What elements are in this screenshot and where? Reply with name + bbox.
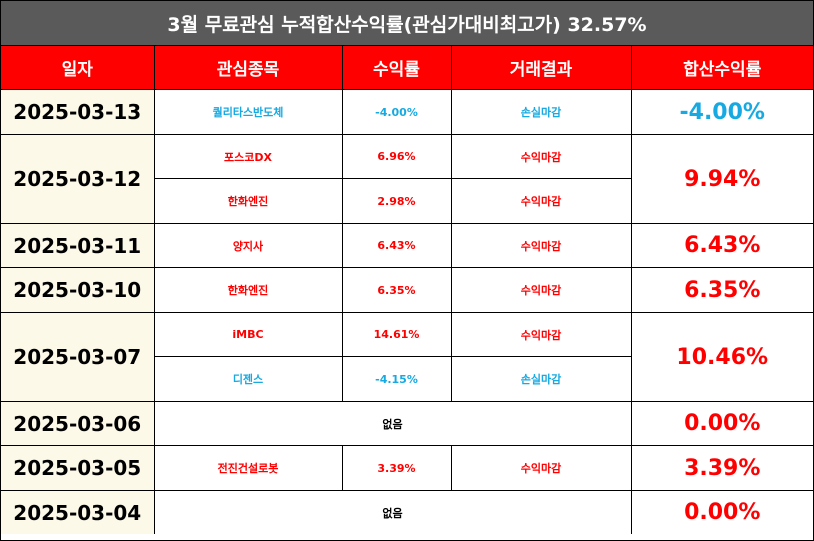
- total-cell: 6.35%: [630, 267, 813, 313]
- table-row: 2025-03-06 없음 0.00%: [1, 401, 813, 446]
- total-cell: 6.43%: [630, 223, 813, 268]
- stock-name-cell: 포스코DX: [153, 134, 343, 179]
- rate-cell: 6.35%: [341, 267, 452, 313]
- table-row: 2025-03-11 양지사 6.43% 수익마감 6.43%: [1, 223, 813, 268]
- stock-name-cell: 양지사: [153, 223, 343, 268]
- header-total: 합산수익률: [630, 46, 813, 90]
- header-row: 일자 관심종목 수익률 거래결과 합산수익률: [1, 46, 813, 90]
- rate-cell: 6.43%: [341, 223, 452, 268]
- date-cell: 2025-03-13: [1, 89, 155, 135]
- total-cell: 3.39%: [630, 445, 813, 491]
- result-cell: 수익마감: [450, 312, 632, 357]
- date-cell: 2025-03-10: [1, 267, 155, 313]
- rate-cell: 2.98%: [341, 178, 452, 224]
- table-row: 2025-03-05 전진건설로봇 3.39% 수익마감 3.39%: [1, 445, 813, 491]
- rate-cell: 3.39%: [341, 445, 452, 491]
- table-row: 2025-03-04 없음 0.00%: [1, 490, 813, 534]
- stock-name-cell: 디젠스: [153, 356, 343, 402]
- date-cell: 2025-03-11: [1, 223, 155, 268]
- table-row: 디젠스 -4.15% 손실마감: [1, 356, 813, 402]
- header-date: 일자: [1, 46, 155, 90]
- result-cell: 손실마감: [450, 356, 632, 402]
- header-rate: 수익률: [341, 46, 452, 90]
- table-row: 2025-03-13 퀄리타스반도체 -4.00% 손실마감 -4.00%: [1, 89, 813, 135]
- total-cell: 0.00%: [630, 401, 813, 446]
- stock-name-cell: iMBC: [153, 312, 343, 357]
- header-result: 거래결과: [450, 46, 632, 90]
- result-cell: 수익마감: [450, 445, 632, 491]
- no-stock-cell: 없음: [153, 490, 632, 534]
- total-cell: -4.00%: [630, 89, 813, 135]
- result-cell: 수익마감: [450, 178, 632, 224]
- date-cell: 2025-03-06: [1, 401, 155, 446]
- table-row: 2025-03-10 한화엔진 6.35% 수익마감 6.35%: [1, 267, 813, 313]
- returns-table: 일자 관심종목 수익률 거래결과 합산수익률 2025-03-13 퀄리타스반도…: [1, 46, 813, 534]
- stock-name-cell: 전진건설로봇: [153, 445, 343, 491]
- stock-name-cell: 한화엔진: [153, 267, 343, 313]
- table-row: 한화엔진 2.98% 수익마감: [1, 178, 813, 224]
- date-cell: 2025-03-04: [1, 490, 155, 534]
- page-title: 3월 무료관심 누적합산수익률(관심가대비최고가) 32.57%: [1, 1, 813, 46]
- no-stock-cell: 없음: [153, 401, 632, 446]
- table-row: 2025-03-12 포스코DX 6.96% 수익마감 9.94%: [1, 134, 813, 224]
- result-cell: 수익마감: [450, 267, 632, 313]
- result-cell: 수익마감: [450, 134, 632, 179]
- date-cell: 2025-03-05: [1, 445, 155, 491]
- date-cell: 2025-03-12: [1, 134, 155, 224]
- stock-name-cell: 한화엔진: [153, 178, 343, 224]
- rate-cell: -4.00%: [341, 89, 452, 135]
- table-row: 2025-03-07 iMBC 14.61% 수익마감 10.46%: [1, 312, 813, 402]
- total-cell: 0.00%: [630, 490, 813, 534]
- rate-cell: 6.96%: [341, 134, 452, 179]
- date-cell: 2025-03-07: [1, 312, 155, 402]
- result-cell: 수익마감: [450, 223, 632, 268]
- result-cell: 손실마감: [450, 89, 632, 135]
- header-stock: 관심종목: [153, 46, 343, 90]
- total-cell: 9.94%: [630, 134, 813, 224]
- rate-cell: 14.61%: [341, 312, 452, 357]
- stock-name-cell: 퀄리타스반도체: [153, 89, 343, 135]
- rate-cell: -4.15%: [341, 356, 452, 402]
- total-cell: 10.46%: [630, 312, 813, 402]
